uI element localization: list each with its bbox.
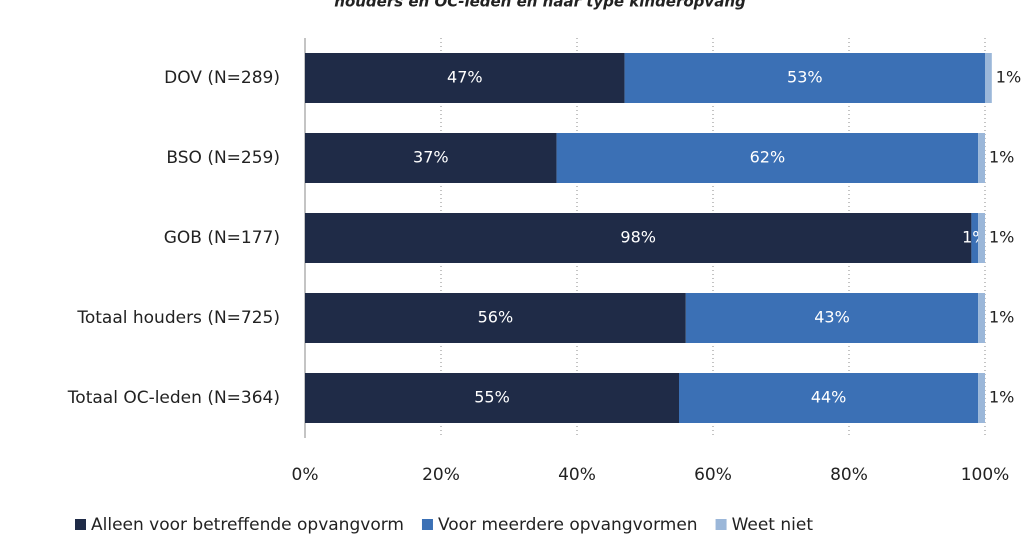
y-tick-label: Totaal houders (N=725) [76,308,280,328]
data-label: 43% [814,308,850,327]
bar-segment [624,53,985,103]
data-label: 1% [989,308,1014,327]
bar-segment [978,293,985,343]
data-label: 56% [478,308,514,327]
y-tick-label: GOB (N=177) [164,228,280,248]
bar-segment [978,133,985,183]
data-label: 62% [750,148,786,167]
data-label: 1% [989,228,1014,247]
bar-segment [305,133,557,183]
bar-segment [679,373,979,423]
y-tick-label: BSO (N=259) [166,148,280,168]
data-label: 47% [447,68,483,87]
y-tick-label: Totaal OC-leden (N=364) [67,388,280,408]
chart-title: houders en OC-leden en naar type kindero… [334,0,746,11]
x-tick-label: 40% [558,465,596,485]
bar-segment [978,213,985,263]
bar-segment [978,373,985,423]
bar-segment [971,213,979,263]
y-tick-label: DOV (N=289) [164,68,280,88]
data-label: 1% [996,68,1021,87]
data-label: 98% [620,228,656,247]
data-label: 55% [474,388,510,407]
legend-label: Weet niet [732,515,814,535]
x-tick-label: 20% [422,465,460,485]
bar-segment [985,53,992,103]
bar-segment [305,293,686,343]
bar-segment [305,53,625,103]
bar-segment [685,293,979,343]
x-tick-label: 100% [961,465,1010,485]
data-label: 1% [989,388,1014,407]
legend-swatch [75,519,86,530]
legend-swatch [421,519,433,530]
bar-segment [556,133,979,183]
legend-label: Alleen voor betreffende opvangvorm [91,515,404,535]
x-tick-label: 60% [694,465,732,485]
x-tick-label: 80% [830,465,868,485]
legend-label: Voor meerdere opvangvormen [438,515,698,535]
data-label: 1% [989,148,1014,167]
data-label: 37% [413,148,449,167]
x-tick-label: 0% [292,465,319,485]
data-label: 44% [811,388,847,407]
data-label: 53% [787,68,823,87]
bar-segment [305,373,679,423]
bar-segment [305,213,972,263]
legend-swatch [715,519,727,530]
